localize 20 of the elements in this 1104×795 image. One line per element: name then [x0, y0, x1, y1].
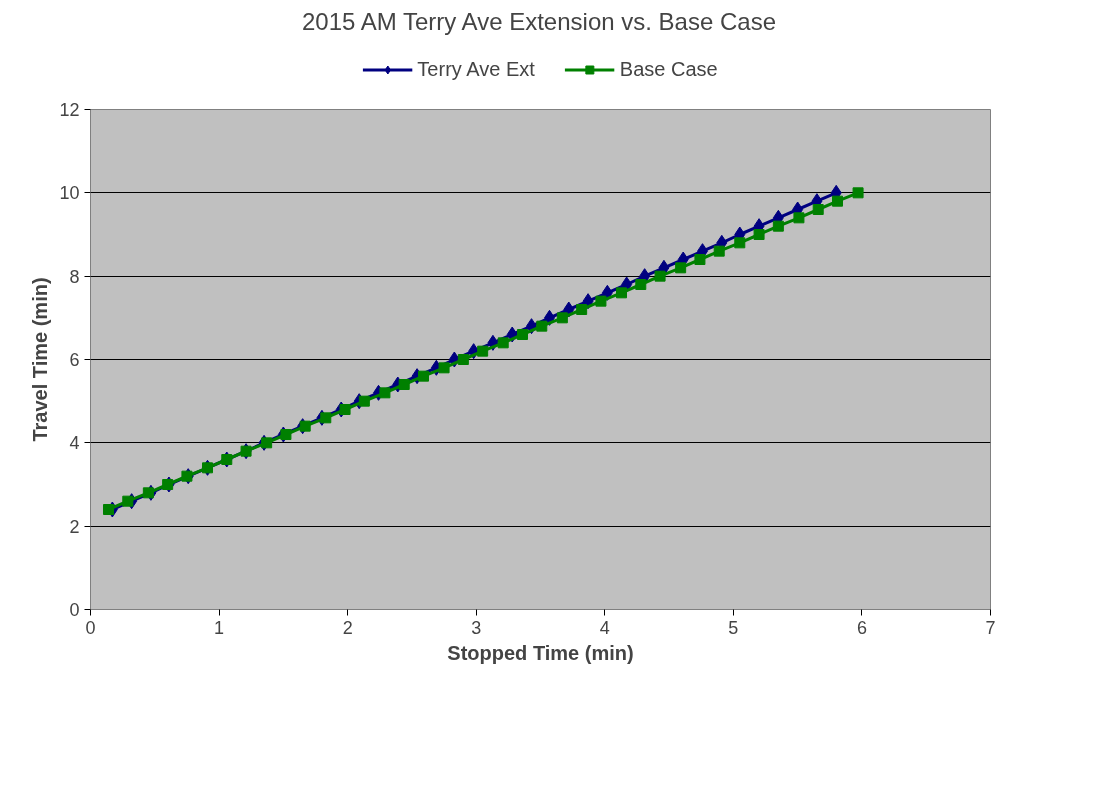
legend-label: Base Case: [619, 57, 718, 81]
x-axis-title: Stopped Time (min): [447, 641, 634, 664]
x-tick-label: 5: [728, 617, 739, 638]
y-tick-label: 4: [69, 433, 80, 454]
x-tick-label: 1: [214, 617, 225, 638]
x-tick-label: 2: [342, 617, 353, 638]
y-tick-label: 12: [59, 100, 80, 120]
y-tick-label: 8: [69, 266, 80, 287]
legend-label: Terry Ave Ext: [417, 57, 535, 81]
y-tick-label: 2: [69, 516, 80, 537]
chart-title: 2015 AM Terry Ave Extension vs. Base Case: [301, 7, 776, 35]
x-tick-label: 7: [985, 617, 996, 638]
y-tick-label: 0: [69, 600, 80, 620]
x-tick-label: 3: [471, 617, 482, 638]
y-tick-label: 10: [59, 183, 80, 204]
y-axis-title: Travel Time (min): [29, 277, 52, 442]
y-tick-label: 6: [69, 350, 80, 370]
x-tick-label: 6: [856, 617, 867, 638]
x-tick-label: 4: [599, 617, 610, 638]
x-tick-label: 0: [85, 617, 96, 638]
